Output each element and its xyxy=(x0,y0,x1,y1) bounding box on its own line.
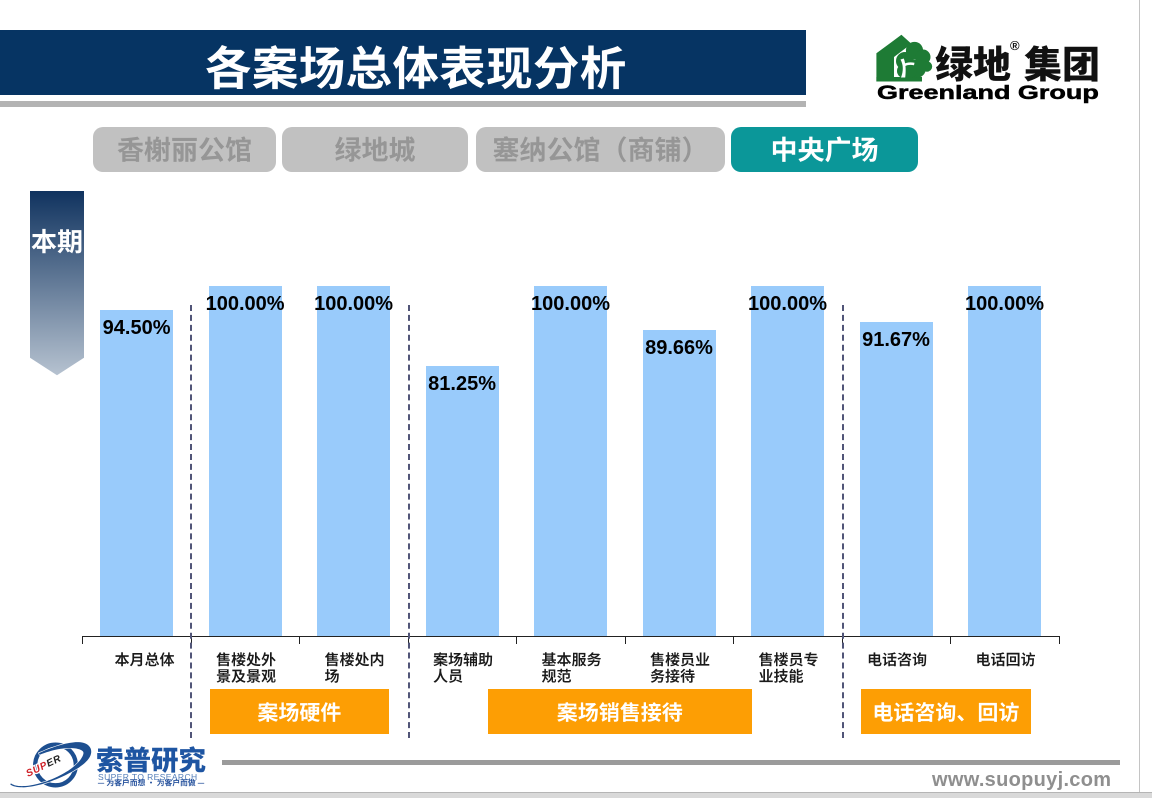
svg-text:SUPER: SUPER xyxy=(24,753,63,780)
